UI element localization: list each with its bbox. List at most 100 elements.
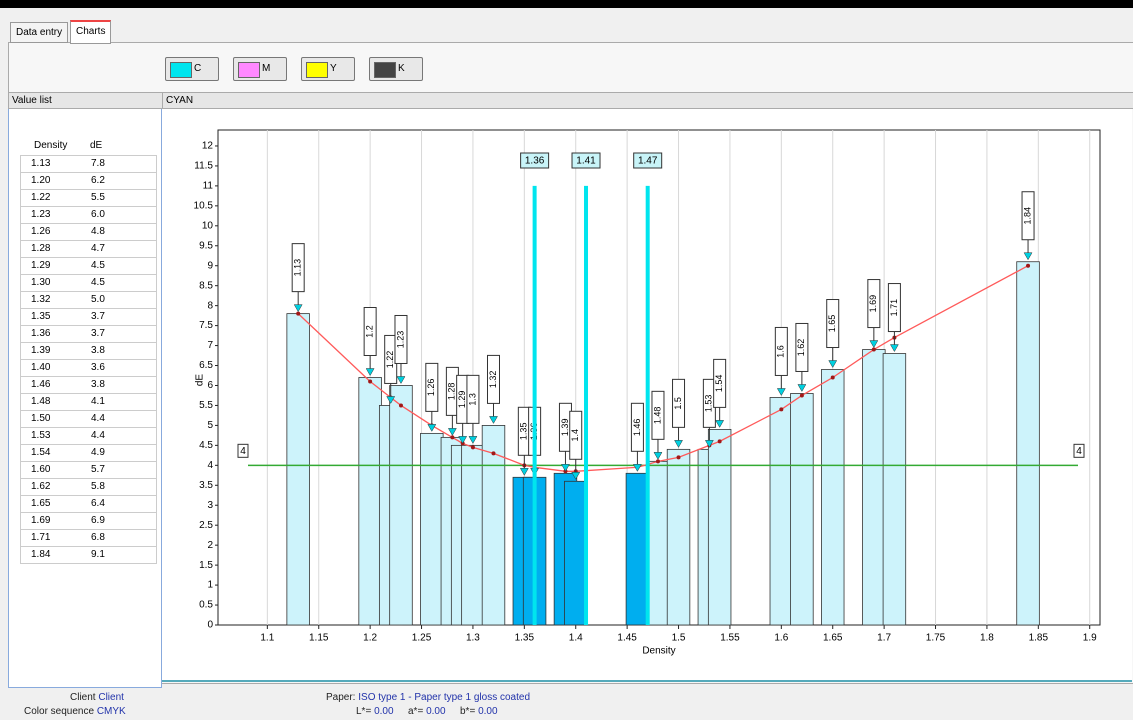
cell: 1.54 <box>31 447 51 458</box>
cell: 4.9 <box>91 447 105 458</box>
label-arrow <box>715 420 725 428</box>
label-arrow <box>519 468 529 476</box>
cell: 5.5 <box>91 192 105 203</box>
column-header: Density <box>34 140 68 151</box>
bar-label-box <box>651 390 665 440</box>
channel-button[interactable]: K <box>369 57 423 81</box>
cell: 1.23 <box>31 209 51 220</box>
x-tick-label: 1.6 <box>774 633 788 644</box>
footer-lab: a*= 0.00 <box>408 706 446 717</box>
table-row: 1.46 3.8 <box>20 376 157 394</box>
label-arrow <box>632 464 642 472</box>
y-tick-label: 0.5 <box>199 600 213 611</box>
label-arrow <box>674 440 683 448</box>
value: 0.00 <box>374 706 394 717</box>
bar <box>790 393 814 626</box>
bar-label: 1.22 <box>385 351 395 369</box>
bar-label: 1.46 <box>632 419 642 437</box>
cell: 3.8 <box>91 379 105 390</box>
cell: 6.2 <box>91 175 105 186</box>
y-tick-label: 0 <box>207 620 213 631</box>
fit-point <box>799 393 804 398</box>
fit-point <box>296 311 301 316</box>
cell: 1.22 <box>31 192 51 203</box>
bar-label: 1.13 <box>293 259 303 277</box>
bar <box>821 369 845 626</box>
channel-label: M <box>262 63 271 74</box>
cell: 1.39 <box>31 345 51 356</box>
bar-label-box <box>486 354 500 404</box>
bar-label: 1.2 <box>365 325 375 338</box>
bar-label: 1.4 <box>570 429 580 442</box>
bar-label-box <box>826 299 840 349</box>
bar-label: 1.71 <box>889 299 899 317</box>
top-edge <box>0 0 1133 8</box>
cell: 3.8 <box>91 345 105 356</box>
y-axis-label: dE <box>195 374 206 387</box>
y-tick-label: 8.5 <box>199 280 213 291</box>
bar <box>420 432 444 626</box>
bar-label-box <box>630 402 644 452</box>
fit-point <box>655 459 660 464</box>
channel-label: K <box>398 63 405 74</box>
bar-label-box <box>672 378 686 428</box>
x-tick-label: 1.25 <box>412 633 432 644</box>
cell: 1.30 <box>31 277 51 288</box>
bar <box>1016 261 1040 626</box>
label-arrow <box>776 388 786 396</box>
x-axis-label: Density <box>642 646 675 657</box>
y-tick-label: 2.5 <box>199 520 213 531</box>
cell: 1.48 <box>31 396 51 407</box>
x-tick-label: 1.9 <box>1083 633 1097 644</box>
y-tick-label: 3 <box>207 500 213 511</box>
bar-label: 1.5 <box>673 397 683 410</box>
channel-label: C <box>194 63 202 74</box>
cell: 6.0 <box>91 209 105 220</box>
bar-label-box <box>466 374 480 424</box>
tab[interactable]: Charts <box>70 20 112 44</box>
label-arrow <box>386 396 396 404</box>
fit-curve <box>297 265 1029 472</box>
cell: 4.5 <box>91 260 105 271</box>
cell: 4.8 <box>91 226 105 237</box>
bar-label: 1.3 <box>467 393 477 406</box>
cell: 6.4 <box>91 498 105 509</box>
marker-label-box <box>571 152 601 169</box>
channel-button[interactable]: Y <box>301 57 355 81</box>
x-tick-label: 1.2 <box>363 633 377 644</box>
value: CMYK <box>96 706 126 717</box>
cell: 4.7 <box>91 243 105 254</box>
x-tick-label: 1.75 <box>926 633 946 644</box>
bar-label-box <box>569 410 583 460</box>
footer-lab: b*= 0.00 <box>460 706 498 717</box>
y-tick-label: 5.5 <box>199 400 213 411</box>
x-tick-label: 1.55 <box>720 633 740 644</box>
y-tick-label: 10.5 <box>194 200 214 211</box>
x-tick-label: 1.4 <box>569 633 583 644</box>
fit-point <box>368 379 373 384</box>
bar-label-box <box>867 279 881 329</box>
y-tick-label: 9.5 <box>199 240 213 251</box>
channel-button[interactable]: C <box>165 57 219 81</box>
cell: 1.36 <box>31 328 51 339</box>
bar-label: 1.6 <box>776 345 786 358</box>
channel-button[interactable]: M <box>233 57 287 81</box>
cell: 9.1 <box>91 549 105 560</box>
cell: 4.4 <box>91 413 105 424</box>
cell: 3.6 <box>91 362 105 373</box>
label-arrow <box>869 340 879 349</box>
x-tick-label: 1.1 <box>260 633 274 644</box>
bar <box>564 480 588 626</box>
threshold-label: 4 <box>240 446 246 457</box>
tab[interactable]: Data entry <box>10 22 69 43</box>
footer-lab: L*= 0.00 <box>356 706 394 717</box>
label-arrow <box>571 472 581 480</box>
label-arrow <box>797 384 807 392</box>
bar-label: 1.39 <box>560 419 570 437</box>
footer-paper: Paper: ISO type 1 - Paper type 1 gloss c… <box>326 692 530 703</box>
label: Client <box>70 692 96 703</box>
bar-label: 1.23 <box>395 331 405 349</box>
cell: 1.60 <box>31 464 51 475</box>
value: 0.00 <box>426 706 446 717</box>
